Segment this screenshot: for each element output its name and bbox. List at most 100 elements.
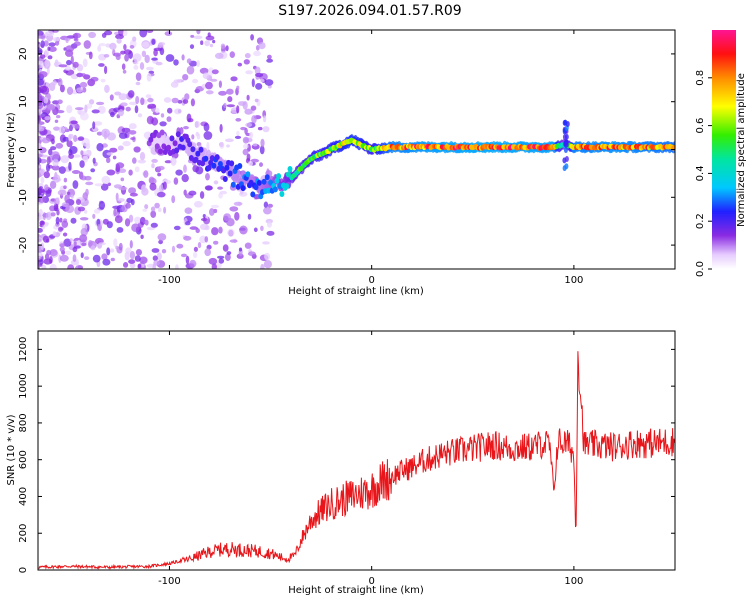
noise-blob bbox=[133, 61, 139, 65]
noise-blob bbox=[244, 53, 251, 59]
noise-blob bbox=[267, 221, 272, 228]
noise-blob bbox=[173, 177, 179, 185]
noise-blob bbox=[38, 238, 42, 242]
noise-blob bbox=[41, 264, 47, 269]
noise-blob bbox=[255, 72, 264, 78]
colorbar-tick-label: 0.2 bbox=[695, 213, 706, 229]
noise-blob bbox=[137, 263, 142, 269]
noise-blob bbox=[171, 195, 176, 204]
spectrogram-ridge bbox=[146, 119, 675, 200]
noise-blob bbox=[115, 192, 119, 202]
noise-blob bbox=[73, 154, 81, 158]
noise-blob bbox=[97, 223, 102, 231]
noise-blob bbox=[164, 160, 172, 164]
noise-blob bbox=[104, 30, 113, 36]
noise-blob bbox=[218, 80, 222, 88]
noise-blob bbox=[204, 236, 209, 243]
colorbar-ticks: 0.0 0.2 0.4 0.6 0.8 bbox=[695, 70, 712, 277]
noise-blob bbox=[38, 47, 43, 56]
noise-blob bbox=[72, 61, 79, 68]
noise-blob bbox=[147, 97, 154, 103]
noise-blob bbox=[228, 229, 234, 237]
noise-blob bbox=[171, 245, 176, 253]
ridge-cell bbox=[217, 161, 223, 167]
snr-y-label: SNR (10 * v/v) bbox=[6, 414, 17, 485]
noise-blob bbox=[218, 226, 223, 234]
noise-blob bbox=[134, 105, 139, 114]
noise-blob bbox=[209, 208, 215, 216]
colorbar-tick-label: 0.6 bbox=[695, 118, 706, 134]
noise-blob bbox=[164, 31, 173, 36]
noise-blob bbox=[123, 262, 129, 268]
noise-blob bbox=[39, 147, 47, 154]
noise-blob bbox=[253, 50, 261, 57]
noise-blob bbox=[189, 44, 195, 49]
noise-blob bbox=[59, 84, 65, 93]
noise-blob bbox=[196, 30, 201, 35]
ridge-cell bbox=[175, 131, 181, 138]
ridge-cell bbox=[237, 163, 243, 169]
noise-blob bbox=[235, 118, 242, 122]
noise-blob bbox=[220, 43, 226, 49]
noise-blob bbox=[219, 141, 225, 149]
noise-blob bbox=[38, 227, 43, 233]
noise-blob bbox=[135, 249, 142, 256]
noise-blob bbox=[115, 162, 125, 169]
noise-blob bbox=[73, 41, 81, 46]
noise-blob bbox=[68, 161, 72, 171]
noise-blob bbox=[59, 243, 66, 248]
noise-blob bbox=[135, 72, 142, 81]
noise-blob bbox=[141, 187, 149, 196]
noise-blob bbox=[175, 264, 179, 269]
ridge-cell bbox=[227, 170, 233, 177]
noise-blob bbox=[58, 126, 66, 134]
y-tick-label: 1200 bbox=[18, 337, 29, 362]
noise-blob bbox=[193, 35, 203, 40]
ridge-cell bbox=[264, 174, 270, 181]
noise-blob bbox=[44, 116, 51, 121]
noise-blob bbox=[39, 54, 46, 59]
figure-title: S197.2026.094.01.57.R09 bbox=[278, 3, 461, 19]
noise-blob bbox=[151, 38, 156, 45]
noise-blob bbox=[98, 201, 106, 210]
noise-blob bbox=[90, 168, 96, 173]
noise-blob bbox=[58, 64, 68, 68]
noise-blob bbox=[128, 130, 137, 135]
noise-blob bbox=[205, 81, 213, 90]
noise-blob bbox=[183, 164, 187, 173]
noise-blob bbox=[57, 189, 67, 196]
noise-blob bbox=[225, 138, 234, 143]
noise-blob bbox=[73, 124, 80, 129]
noise-blob bbox=[236, 105, 240, 114]
noise-blob bbox=[223, 213, 232, 222]
noise-blob bbox=[258, 42, 266, 50]
noise-blob bbox=[205, 35, 215, 41]
noise-blob bbox=[250, 34, 255, 41]
noise-blob bbox=[66, 86, 74, 95]
noise-blob bbox=[151, 163, 155, 169]
noise-blob bbox=[245, 122, 253, 127]
noise-blob bbox=[182, 99, 189, 104]
noise-blob bbox=[38, 114, 41, 122]
noise-blob bbox=[167, 107, 173, 114]
noise-blob bbox=[115, 54, 121, 61]
noise-blob bbox=[38, 171, 41, 179]
noise-blob bbox=[44, 49, 50, 57]
noise-blob bbox=[158, 42, 166, 46]
noise-blob bbox=[248, 161, 253, 167]
noise-blob bbox=[132, 53, 142, 62]
noise-blob bbox=[54, 119, 59, 124]
noise-blob bbox=[48, 46, 57, 52]
noise-blob bbox=[254, 98, 259, 103]
noise-blob bbox=[70, 120, 78, 125]
noise-blob bbox=[146, 30, 154, 33]
noise-blob bbox=[71, 170, 81, 174]
noise-blob bbox=[251, 115, 257, 124]
noise-blob bbox=[189, 259, 197, 268]
noise-blob bbox=[43, 258, 52, 265]
noise-blob bbox=[222, 244, 229, 252]
noise-blob bbox=[264, 79, 274, 86]
noise-blob bbox=[264, 252, 271, 261]
noise-blob bbox=[267, 54, 272, 60]
noise-blob bbox=[60, 155, 70, 164]
